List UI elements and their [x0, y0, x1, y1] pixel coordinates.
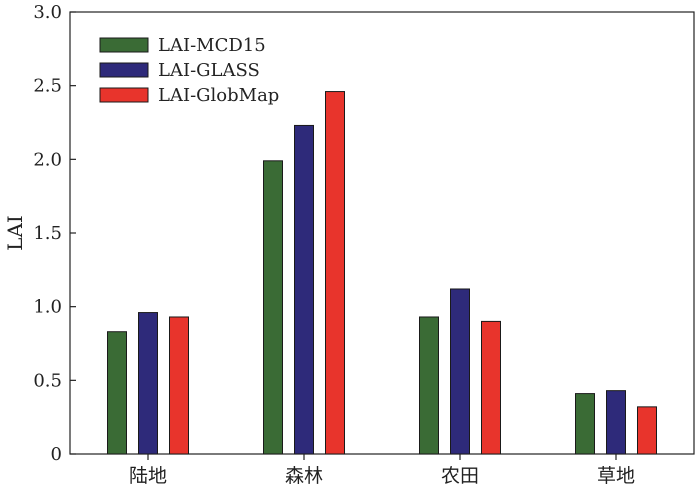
bar: [263, 160, 283, 455]
legend-label: LAI-MCD15: [158, 35, 266, 56]
legend: LAI-MCD15 LAI-GLASS LAI-GlobMap: [99, 35, 279, 106]
y-tick-label: 1.0: [33, 297, 62, 318]
bar: [637, 406, 657, 455]
x-category-label: 森林: [285, 465, 323, 487]
y-tick-label: 2.0: [33, 149, 62, 170]
bar: [606, 390, 626, 455]
y-tick-label: 1.5: [33, 223, 62, 244]
bar: [450, 288, 470, 455]
x-category-label: 陆地: [129, 465, 167, 487]
legend-label: LAI-GlobMap: [158, 85, 279, 106]
legend-label: LAI-GLASS: [158, 60, 260, 81]
y-tick-label: 0.5: [33, 370, 62, 391]
legend-swatch: [99, 62, 149, 78]
y-tick-label: 2.5: [33, 76, 62, 97]
bar: [107, 331, 127, 455]
legend-swatch: [99, 87, 149, 103]
y-tick-label: 0: [51, 444, 62, 465]
y-axis-title: LAI: [3, 215, 27, 251]
x-axis-ticks: 陆地 森林 农田 草地: [129, 454, 635, 487]
bar: [138, 312, 158, 455]
bar: [169, 316, 189, 455]
y-tick-label: 3.0: [33, 2, 62, 23]
bars-group: [107, 91, 657, 455]
x-category-label: 农田: [441, 465, 479, 487]
bar: [325, 91, 345, 455]
bar: [419, 316, 439, 455]
bar: [294, 124, 314, 455]
legend-swatch: [99, 37, 149, 53]
bar: [481, 320, 501, 455]
bar: [575, 393, 595, 455]
y-axis-ticks: 0 0.5 1.0 1.5 2.0 2.5 3.0: [33, 2, 76, 465]
x-category-label: 草地: [597, 465, 635, 487]
